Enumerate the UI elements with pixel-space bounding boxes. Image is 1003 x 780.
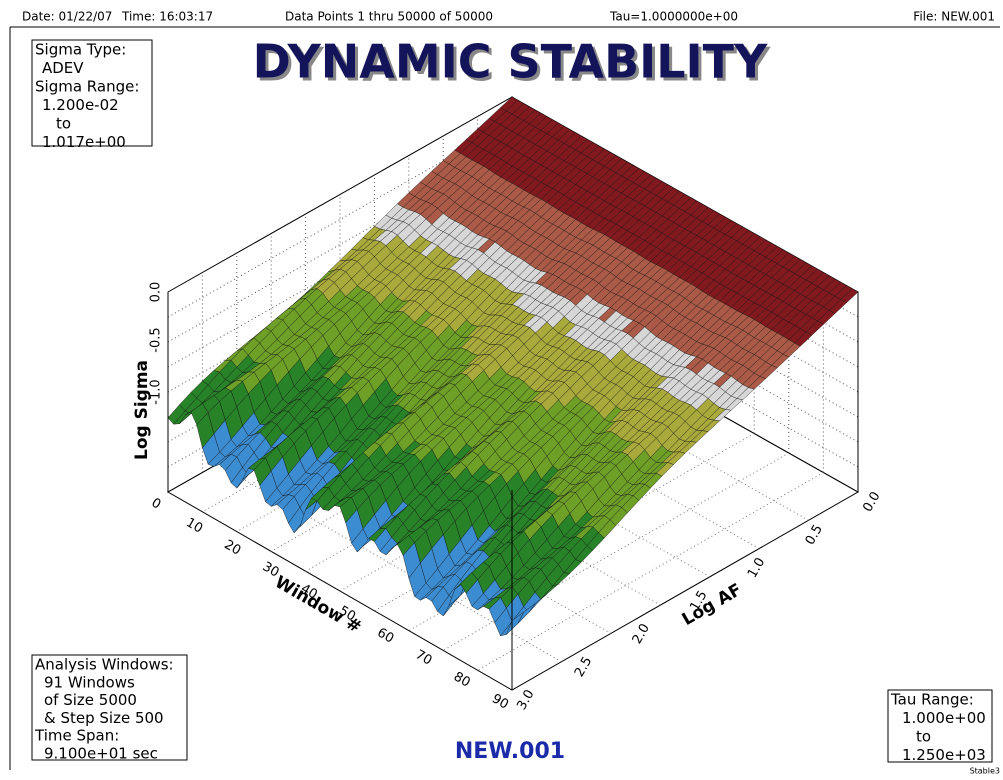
box-line: 91 Windows [44,673,135,691]
sigma-box [31,39,153,147]
box-line: 1.017e+00 [42,133,126,151]
file: File: NEW.001 [913,10,995,24]
box-line: 9.100e+01 sec [44,745,158,763]
tau-box [887,689,993,763]
points: Data Points 1 thru 50000 of 50000 [285,10,493,24]
box-line: 1.000e+00 [902,709,986,727]
date: Date: 01/22/07 [22,10,112,24]
box-line: of Size 5000 [44,691,137,709]
corner: Stable3 [970,767,1000,776]
box-line: Time Span: [34,727,119,745]
z-tick-label: -1.0 [149,379,164,404]
box-line: ADEV [42,59,84,77]
box-line: Analysis Windows: [35,656,174,674]
footer: NEW.001 [455,739,565,764]
box-line: Sigma Type: [35,41,126,59]
x-tick-label: 30 [260,559,282,580]
box-line: to [56,115,71,133]
x-tick-label: 50 [336,603,358,624]
x-tick-label: 60 [374,625,396,646]
box-line: Tau Range: [890,691,974,709]
windows-box [31,654,188,761]
box-line: & Step Size 500 [44,709,164,727]
x-tick-label: 80 [451,669,473,690]
box-line: to [916,728,931,746]
title-shadow: DYNAMIC STABILITY [256,38,771,92]
z-tick-label: 0.0 [149,282,164,303]
z-tick-label: -0.5 [149,327,164,352]
box-line: 1.250e+03 [902,746,986,764]
surface [166,96,860,691]
time: Time: 16:03:17 [121,10,213,24]
x-tick-label: 20 [222,537,244,558]
z-axis-label: Log Sigma [132,360,152,460]
x-tick-label: 10 [183,515,205,536]
x-tick-label: 70 [413,647,435,668]
tau: Tau=1.0000000e+00 [609,10,738,24]
x-tick-label: 40 [298,581,320,602]
box-line: Sigma Range: [35,78,139,96]
box-line: 1.200e-02 [42,96,119,114]
title: DYNAMIC STABILITY [253,35,768,89]
x-tick-label: 90 [489,691,511,712]
